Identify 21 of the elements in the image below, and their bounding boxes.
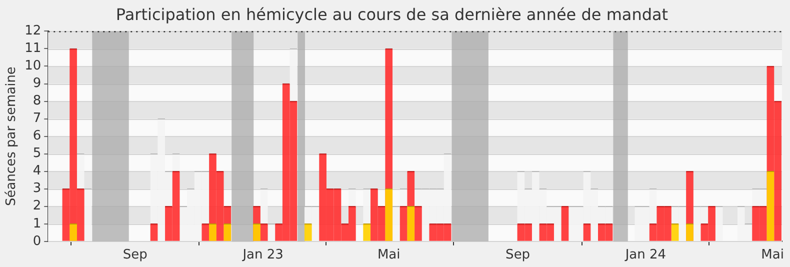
y-axis-title: Séances par semaine xyxy=(4,66,20,206)
y-tick-label: 1 xyxy=(32,216,42,232)
y-tick-label: 0 xyxy=(32,234,42,249)
x-tick-label: Sep xyxy=(122,248,148,263)
x-tick-label: Sep xyxy=(506,248,530,263)
y-tick-label: 9 xyxy=(32,76,42,92)
y-tick-label: 7 xyxy=(32,111,42,126)
chart-title: Participation en hémicycle au cours de sa dernière année de mandat xyxy=(116,4,668,24)
x-tick-label: Jan 24 xyxy=(624,248,666,263)
y-tick-label: 10 xyxy=(24,58,42,74)
y-tick-label: 2 xyxy=(32,198,42,214)
y-tick-label: 8 xyxy=(32,94,42,109)
x-tick-label: Mai xyxy=(761,248,784,263)
y-tick-label: 3 xyxy=(32,181,42,196)
x-tick-label: Jan 23 xyxy=(242,248,284,263)
y-tick-label: 12 xyxy=(24,24,42,39)
x-tick-label: Mai xyxy=(377,248,400,263)
y-tick-label: 6 xyxy=(32,128,42,144)
y-tick-label: 4 xyxy=(32,164,42,179)
y-tick-label: 5 xyxy=(32,146,42,162)
y-tick-label: 11 xyxy=(24,41,42,56)
